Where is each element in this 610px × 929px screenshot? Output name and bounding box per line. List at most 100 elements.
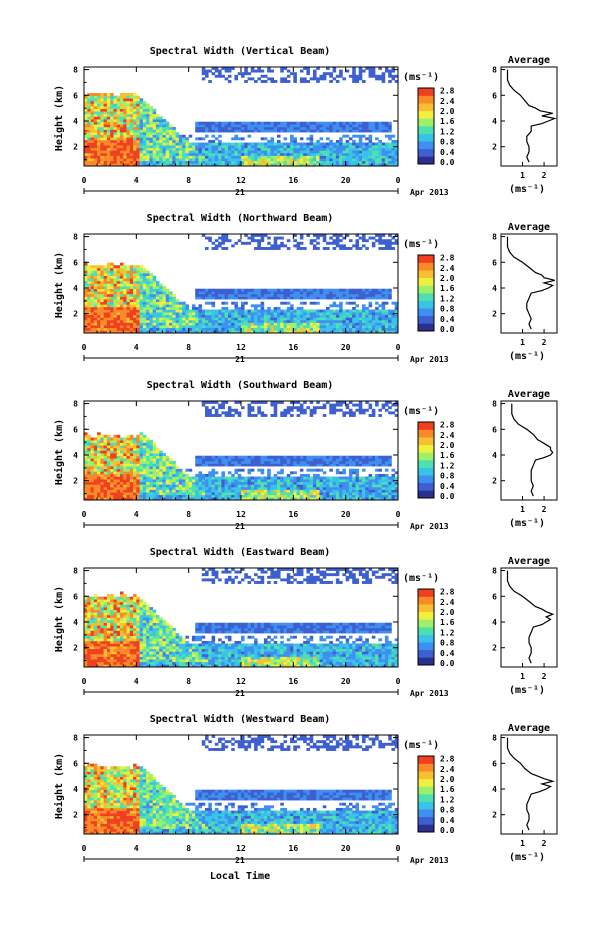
heatmap-cell: [90, 304, 95, 308]
heatmap-cell: [172, 319, 176, 323]
heatmap-cell: [106, 278, 111, 282]
heatmap-cell: [165, 293, 170, 297]
heatmap-cell: [280, 414, 284, 417]
heatmap-cell: [208, 325, 212, 329]
heatmap-cell: [123, 134, 127, 138]
heatmap-cell: [224, 155, 229, 159]
heatmap-cell: [231, 288, 235, 292]
heatmap-cell: [97, 327, 101, 331]
heatmap-cell: [172, 304, 176, 308]
heatmap-cell: [162, 455, 167, 459]
heatmap-cell: [381, 319, 386, 323]
heatmap-cell: [247, 414, 252, 417]
heatmap-cell: [110, 265, 114, 269]
heatmap-cell: [126, 471, 131, 475]
heatmap-cell: [319, 142, 324, 146]
average-profile-line: [506, 69, 557, 163]
heatmap-cell: [339, 163, 343, 167]
heatmap-cell: [290, 406, 294, 410]
heatmap-cell: [123, 322, 127, 326]
heatmap-cell: [358, 319, 363, 323]
heatmap-cell: [362, 121, 366, 125]
heatmap-cell: [133, 492, 137, 496]
heatmap-cell: [205, 247, 209, 250]
heatmap-cell: [332, 239, 337, 243]
heatmap-cell: [123, 288, 127, 292]
heatmap-cell: [155, 283, 160, 287]
heatmap-cell: [342, 247, 346, 250]
heatmap-cell: [339, 74, 343, 78]
heatmap-cell: [133, 139, 137, 143]
heatmap-cell: [155, 317, 160, 321]
heatmap-cell: [270, 293, 275, 297]
heatmap-cell: [87, 108, 91, 112]
heatmap-cell: [306, 124, 310, 128]
heatmap-cell: [182, 314, 186, 318]
heatmap-cell: [276, 139, 281, 143]
heatmap-cell: [335, 239, 340, 243]
heatmap-cell: [352, 121, 356, 125]
heatmap-cell: [270, 414, 275, 417]
heatmap-cell: [205, 293, 209, 297]
heatmap-cell: [273, 150, 278, 154]
x-tick-label: 16: [289, 176, 299, 185]
heatmap-cell: [280, 145, 284, 149]
heatmap-cell: [100, 296, 104, 300]
heatmap-cell: [100, 142, 104, 146]
heatmap-cell: [113, 152, 118, 156]
heatmap-cell: [142, 473, 147, 477]
heatmap-cell: [123, 158, 127, 162]
heatmap-cell: [326, 72, 330, 76]
heatmap-cell: [276, 489, 281, 493]
heatmap-cell: [126, 476, 131, 480]
heatmap-cell: [260, 142, 265, 146]
heatmap-cell: [155, 280, 160, 284]
heatmap-cell: [296, 327, 301, 331]
heatmap-cell: [169, 152, 173, 156]
heatmap-cell: [84, 124, 88, 128]
heatmap-cell: [316, 124, 320, 128]
heatmap-cell: [309, 322, 314, 326]
heatmap-cell: [205, 74, 209, 78]
heatmap-cell: [159, 497, 163, 501]
heatmap-cell: [142, 296, 147, 300]
heatmap-cell: [87, 453, 91, 457]
heatmap-cell: [106, 145, 111, 149]
heatmap-cell: [195, 163, 199, 167]
heatmap-cell: [87, 132, 91, 136]
heatmap-cell: [172, 463, 176, 467]
heatmap-cell: [231, 486, 235, 490]
heatmap-cell: [263, 74, 268, 78]
heatmap-cell: [276, 484, 281, 488]
heatmap-cell: [329, 150, 333, 154]
heatmap-cell: [312, 239, 317, 243]
heatmap-cell: [90, 330, 95, 334]
heatmap-cell: [381, 163, 386, 167]
heatmap-cell: [162, 479, 167, 483]
heatmap-cell: [299, 137, 304, 141]
day-label: 21: [235, 355, 245, 364]
heatmap-cell: [159, 291, 163, 295]
heatmap-cell: [169, 301, 173, 305]
x-tick-label: 8: [186, 176, 191, 185]
heatmap-cell: [224, 458, 229, 462]
heatmap-cell: [241, 455, 245, 459]
heatmap-cell: [270, 129, 275, 133]
heatmap-cell: [283, 291, 288, 295]
heatmap-cell: [290, 150, 294, 154]
heatmap-cell: [152, 291, 157, 295]
heatmap-cell: [241, 486, 245, 490]
heatmap-cell: [93, 288, 98, 292]
heatmap-cell: [172, 150, 176, 154]
heatmap-cell: [133, 124, 137, 128]
heatmap-cell: [139, 455, 144, 459]
heatmap-cell: [237, 401, 242, 404]
heatmap-cell: [316, 322, 320, 326]
heatmap-cell: [234, 301, 239, 305]
heatmap-cell: [221, 322, 225, 326]
heatmap-cell: [335, 142, 340, 146]
heatmap-cell: [201, 288, 206, 292]
heatmap-cell: [159, 134, 163, 138]
colorbar-swatch: [418, 277, 434, 286]
